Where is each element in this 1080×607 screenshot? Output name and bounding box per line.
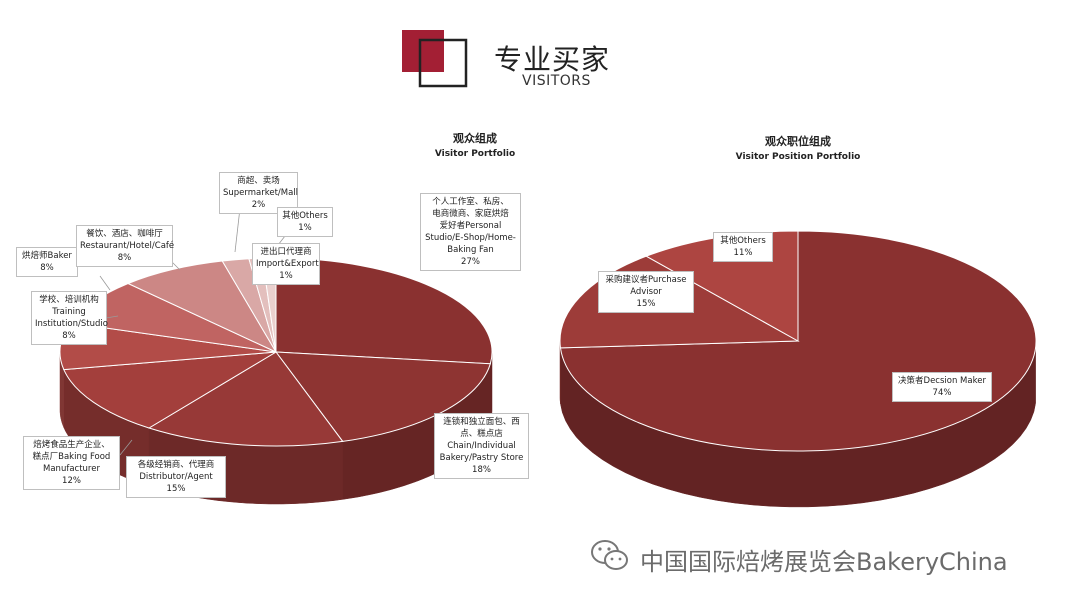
label-training-percent: 8% xyxy=(62,331,76,341)
label-chain: 连锁和独立面包、西 点、糕点店 Chain/Individual Bakery/Pas… xyxy=(434,413,529,479)
label-restaurant-text: Restaurant/Hotel/Café xyxy=(80,241,175,251)
label-purchase-text: Advisor xyxy=(630,287,662,297)
label-baker-percent: 8% xyxy=(40,263,54,273)
label-decision-text: 决策者Decsion Maker xyxy=(898,376,986,386)
label-import: 进出口代理商 Import&Export 1% xyxy=(252,243,320,285)
label-others-2-percent: 11% xyxy=(733,248,753,258)
label-distributor-text: 各级经销商、代理商 xyxy=(137,460,215,470)
label-baker: 烘焙师Baker 8% xyxy=(16,247,78,277)
label-supermarket-text: Supermarket/Mall xyxy=(223,188,299,198)
label-training-text: Training xyxy=(52,307,86,317)
label-personal: 个人工作室、私房、 电商微商、家庭烘焙 爱好者Personal Studio/E-Sh… xyxy=(420,193,521,271)
leader-training xyxy=(105,315,119,319)
label-import-text: Import&Export xyxy=(256,259,319,269)
label-chain-percent: 18% xyxy=(472,465,491,475)
watermark-text: 中国国际焙烤展览会BakeryChina xyxy=(640,548,1008,576)
label-import-percent: 1% xyxy=(279,271,293,281)
label-chain-text: 点、糕点店 xyxy=(460,429,503,439)
label-baker-text: 烘焙师Baker xyxy=(22,251,72,261)
label-purchase: 采购建议者Purchase Advisor 15% xyxy=(598,271,694,313)
label-personal-percent: 27% xyxy=(461,257,480,267)
label-import-text: 进出口代理商 xyxy=(260,247,312,257)
label-chain-text: Bakery/Pastry Store xyxy=(439,453,524,463)
label-purchase-text: 采购建议者Purchase xyxy=(605,275,687,285)
chart-1-title: 观众组成 xyxy=(453,132,497,145)
label-others-2: 其他Others 11% xyxy=(713,232,773,262)
label-personal-text: 个人工作室、私房、 xyxy=(432,197,509,207)
label-personal-text: 电商微商、家庭烘焙 xyxy=(432,209,509,219)
pie-1-slice-0 xyxy=(275,257,493,365)
chart-2-subtitle: Visitor Position Portfolio xyxy=(735,152,861,162)
leader-supermarket xyxy=(234,207,241,253)
label-training-text: Institution/Studio xyxy=(35,319,108,329)
label-supermarket-text: 商超、卖场 xyxy=(237,176,280,186)
pie-1-side xyxy=(59,352,493,505)
label-personal-text: 爱好者Personal xyxy=(439,221,502,231)
label-purchase-percent: 15% xyxy=(636,299,656,309)
label-training-text: 学校、培训机构 xyxy=(39,295,99,305)
label-chain-text: Chain/Individual xyxy=(447,441,516,451)
label-training: 学校、培训机构 Training Institution/Studio 8% xyxy=(31,291,108,345)
label-personal-text: Studio/E-Shop/Home- xyxy=(425,233,516,243)
section-logo-icon xyxy=(402,30,468,88)
label-restaurant: 餐饮、酒店、咖啡厅 Restaurant/Hotel/Café 8% xyxy=(76,225,175,267)
label-restaurant-text: 餐饮、酒店、咖啡厅 xyxy=(86,229,163,239)
label-distributor-text: Distributor/Agent xyxy=(139,472,213,482)
label-decision-percent: 74% xyxy=(932,388,952,398)
leader-baker xyxy=(99,275,111,291)
page-subtitle: VISITORS xyxy=(522,73,591,89)
chart-1-subtitle: Visitor Portfolio xyxy=(434,149,516,159)
wechat-icon xyxy=(591,540,628,570)
label-chain-text: 连锁和独立面包、西 xyxy=(443,417,520,427)
label-others-text: 其他Others xyxy=(282,211,328,221)
label-manufacturer-text: Manufacturer xyxy=(43,464,100,474)
pie-1-slice-6 xyxy=(126,260,278,354)
label-personal-text: Baking Fan xyxy=(447,245,494,255)
leader-manufacturer xyxy=(119,439,133,456)
label-restaurant-percent: 8% xyxy=(117,253,132,263)
label-distributor-percent: 15% xyxy=(166,484,186,494)
label-distributor: 各级经销商、代理商 Distributor/Agent 15% xyxy=(126,456,226,498)
label-manufacturer-percent: 12% xyxy=(62,476,81,486)
chart-1-title-block: 观众组成 Visitor Portfolio xyxy=(395,130,555,159)
label-supermarket-percent: 2% xyxy=(251,200,266,210)
chart-2-title: 观众职位组成 xyxy=(765,135,831,148)
pie-1-slice-3 xyxy=(63,351,277,429)
leader-restaurant xyxy=(171,261,181,271)
label-others-2-text: 其他Others xyxy=(720,236,766,246)
label-others-percent: 1% xyxy=(298,223,312,233)
label-manufacturer: 焙烤食品生产企业、 糕点厂Baking Food Manufacturer 12% xyxy=(23,436,120,490)
label-manufacturer-text: 焙烤食品生产企业、 xyxy=(33,440,110,450)
label-others: 其他Others 1% xyxy=(277,207,333,237)
pie-1-slice-1 xyxy=(274,351,491,442)
page-title: 专业买家 xyxy=(494,43,611,76)
label-manufacturer-text: 糕点厂Baking Food xyxy=(32,452,111,462)
label-decision: 决策者Decsion Maker 74% xyxy=(892,372,992,402)
chart-2-title-block: 观众职位组成 Visitor Position Portfolio xyxy=(718,133,878,162)
pie-1-slice-2 xyxy=(147,351,344,447)
